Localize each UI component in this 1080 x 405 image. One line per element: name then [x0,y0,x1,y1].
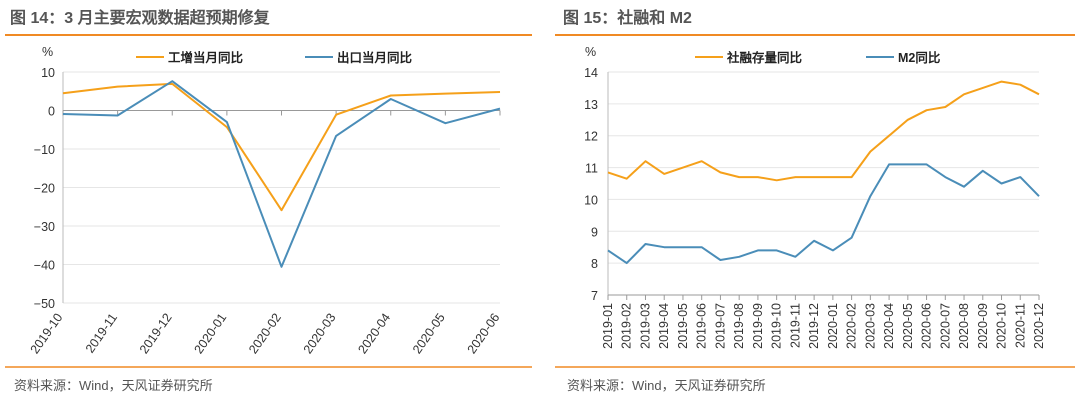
x-tick-label: 2019-08 [732,303,746,349]
x-tick-label: 2019-10 [28,311,66,357]
y-tick-label: 13 [584,98,598,112]
legend-label: 社融存量同比 [726,50,803,65]
y-tick-label: 10 [584,193,598,207]
x-tick-label: 2020-04 [355,311,393,357]
source-note: 资料来源：Wind，天风证券研究所 [14,378,213,393]
x-tick-label: 2020-05 [901,303,915,349]
x-tick-label: 2019-07 [713,303,727,349]
x-tick-label: 2019-12 [807,303,821,349]
x-tick-label: 2020-12 [1032,303,1046,349]
x-tick-label: 2019-03 [638,303,652,349]
unit-label: % [585,45,596,59]
x-tick-label: 2020-01 [192,311,230,357]
y-tick-label: 0 [48,105,55,119]
x-tick-label: 2020-07 [938,303,952,349]
x-tick-label: 2020-11 [1013,303,1027,348]
x-tick-label: 2020-01 [826,303,840,349]
x-tick-label: 2020-02 [246,311,284,357]
x-tick-label: 2019-04 [657,303,671,349]
series-line-2 [608,164,1039,263]
y-tick-label: 12 [584,130,598,144]
x-tick-label: 2020-05 [410,311,448,357]
x-tick-label: 2020-08 [957,303,971,349]
series-line-1 [608,82,1039,181]
y-tick-label: −20 [34,182,55,196]
y-tick-label: 11 [585,162,598,176]
chart-title: 图 14：3 月主要宏观数据超预期修复 [10,8,271,27]
x-tick-label: 2019-06 [695,303,709,349]
x-tick-label: 2020-06 [920,303,934,349]
y-tick-label: −40 [34,259,55,273]
x-tick-label: 2020-04 [882,303,896,349]
x-tick-label: 2020-09 [976,303,990,349]
chart-title: 图 15：社融和 M2 [563,8,692,27]
y-tick-label: −10 [34,143,55,157]
series-line-1 [63,84,500,210]
y-tick-label: 14 [584,66,598,80]
x-tick-label: 2019-01 [601,303,615,349]
unit-label: % [42,45,53,59]
y-tick-label: −30 [34,220,55,234]
x-tick-label: 2020-02 [845,303,859,349]
x-tick-label: 2020-10 [995,303,1009,349]
series-line-2 [63,81,500,267]
legend-label: M2同比 [898,50,941,65]
y-tick-label: 8 [591,257,598,271]
x-tick-label: 2020-03 [301,311,339,357]
legend-label: 工增当月同比 [168,50,244,65]
legend-label: 出口当月同比 [337,50,413,65]
x-tick-label: 2019-09 [751,303,765,349]
y-tick-label: 10 [41,66,55,80]
x-tick-label: 2020-06 [465,311,503,357]
x-tick-label: 2020-03 [863,303,877,349]
x-tick-label: 2019-05 [676,303,690,349]
y-tick-label: −50 [34,297,55,311]
x-tick-label: 2019-10 [770,303,784,349]
chart-panel-2: 图 15：社融和 M2 资料来源：Wind，天风证券研究所% 14 13 12 11 10 9… [555,8,1075,393]
x-tick-label: 2019-11 [788,303,802,348]
y-tick-label: 9 [591,225,598,239]
x-tick-label: 2019-02 [620,303,634,349]
x-tick-label: 2019-12 [137,311,175,357]
y-tick-label: 7 [591,289,598,303]
x-tick-label: 2019-11 [83,311,120,356]
source-note: 资料来源：Wind，天风证券研究所 [567,378,766,393]
